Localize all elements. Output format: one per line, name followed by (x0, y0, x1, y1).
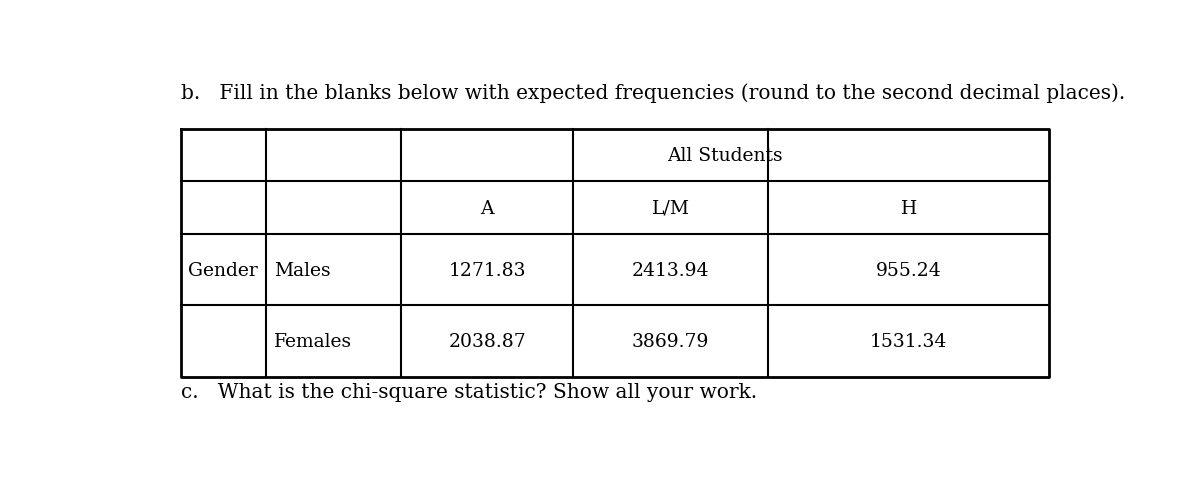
Text: Gender: Gender (188, 261, 258, 279)
Text: c.   What is the chi-square statistic? Show all your work.: c. What is the chi-square statistic? Sho… (181, 383, 757, 401)
Text: 2413.94: 2413.94 (632, 261, 709, 279)
Text: A: A (480, 199, 494, 217)
Text: L/M: L/M (652, 199, 690, 217)
Text: All Students: All Students (667, 146, 784, 165)
Text: 2038.87: 2038.87 (449, 332, 526, 350)
Text: 955.24: 955.24 (876, 261, 942, 279)
Text: H: H (901, 199, 917, 217)
Text: Males: Males (274, 261, 330, 279)
Text: 1531.34: 1531.34 (870, 332, 948, 350)
Text: 3869.79: 3869.79 (632, 332, 709, 350)
Text: b.   Fill in the blanks below with expected frequencies (round to the second dec: b. Fill in the blanks below with expecte… (181, 84, 1124, 103)
Text: 1271.83: 1271.83 (449, 261, 526, 279)
Text: Females: Females (274, 332, 352, 350)
